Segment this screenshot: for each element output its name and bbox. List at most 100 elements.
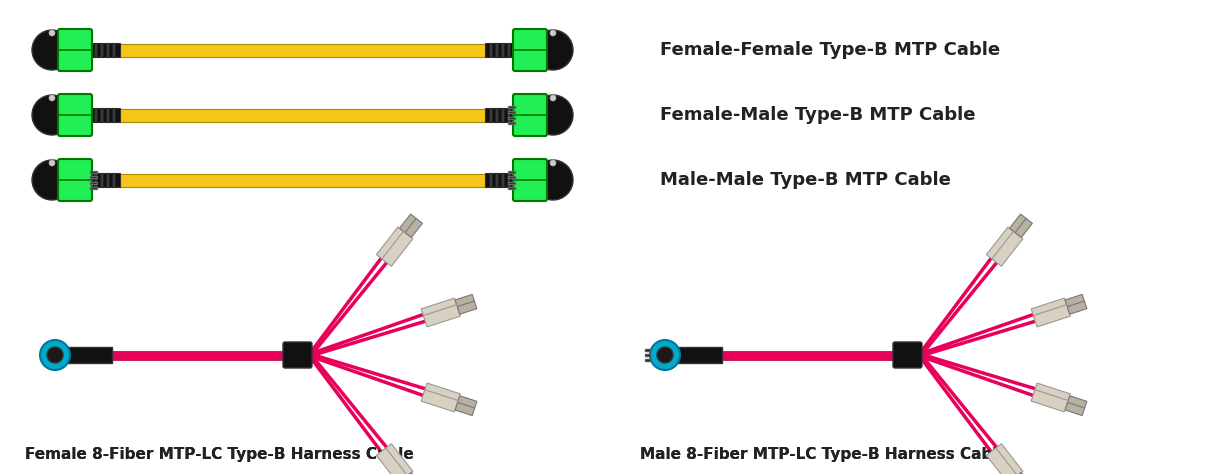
Circle shape xyxy=(550,160,557,166)
Bar xyxy=(508,111,515,113)
Bar xyxy=(120,109,485,121)
Bar xyxy=(89,173,120,187)
Polygon shape xyxy=(992,444,1022,474)
Bar xyxy=(645,354,650,356)
Polygon shape xyxy=(1009,214,1027,233)
Bar xyxy=(94,173,97,187)
Polygon shape xyxy=(383,444,413,474)
Bar xyxy=(508,108,510,122)
Circle shape xyxy=(32,160,72,200)
Polygon shape xyxy=(423,383,460,405)
Polygon shape xyxy=(457,396,477,409)
Bar xyxy=(101,43,103,57)
Bar xyxy=(89,108,120,122)
Polygon shape xyxy=(405,219,423,237)
Circle shape xyxy=(49,95,55,101)
Bar xyxy=(485,43,515,57)
Bar xyxy=(105,173,109,187)
Bar xyxy=(508,173,510,187)
Bar xyxy=(508,117,515,119)
Bar xyxy=(501,173,504,187)
Polygon shape xyxy=(1015,219,1032,237)
Bar xyxy=(645,349,650,351)
Bar xyxy=(105,43,109,57)
Circle shape xyxy=(32,95,72,135)
Bar xyxy=(112,108,115,122)
Circle shape xyxy=(49,160,55,166)
Polygon shape xyxy=(376,448,407,474)
Polygon shape xyxy=(400,214,417,233)
Bar xyxy=(495,108,498,122)
Polygon shape xyxy=(1031,390,1068,412)
Bar xyxy=(508,122,515,124)
Polygon shape xyxy=(455,402,474,416)
Circle shape xyxy=(40,340,70,370)
Bar xyxy=(89,171,97,173)
Bar xyxy=(67,347,112,363)
FancyBboxPatch shape xyxy=(512,159,547,201)
Polygon shape xyxy=(422,390,459,412)
Bar xyxy=(112,350,284,359)
Bar xyxy=(120,44,485,56)
Bar xyxy=(508,43,510,57)
Bar xyxy=(495,43,498,57)
Circle shape xyxy=(49,30,55,36)
Polygon shape xyxy=(405,473,423,474)
Polygon shape xyxy=(1034,305,1070,327)
Bar xyxy=(89,187,97,189)
Circle shape xyxy=(657,347,673,363)
Text: Male 8-Fiber MTP-LC Type-B Harness Cable: Male 8-Fiber MTP-LC Type-B Harness Cable xyxy=(640,447,1008,463)
Bar xyxy=(501,43,504,57)
Circle shape xyxy=(32,30,72,70)
Text: Female 8-Fiber MTP-LC Type-B Harness Cable: Female 8-Fiber MTP-LC Type-B Harness Cab… xyxy=(25,447,413,463)
Circle shape xyxy=(533,160,573,200)
FancyBboxPatch shape xyxy=(58,159,92,201)
Text: Female-Male Type-B MTP Cable: Female-Male Type-B MTP Cable xyxy=(660,106,976,124)
Polygon shape xyxy=(1068,396,1087,409)
Bar xyxy=(101,108,103,122)
Circle shape xyxy=(550,30,557,36)
Circle shape xyxy=(533,30,573,70)
Bar xyxy=(495,173,498,187)
Bar xyxy=(508,182,515,184)
Polygon shape xyxy=(992,231,1022,266)
Bar xyxy=(722,350,895,359)
Text: Female-Female Type-B MTP Cable: Female-Female Type-B MTP Cable xyxy=(660,41,1000,59)
FancyBboxPatch shape xyxy=(512,29,547,71)
Polygon shape xyxy=(987,448,1018,474)
Circle shape xyxy=(550,95,557,101)
Bar xyxy=(501,108,504,122)
Bar xyxy=(489,108,492,122)
Polygon shape xyxy=(1034,383,1070,405)
Bar xyxy=(485,173,515,187)
Polygon shape xyxy=(383,231,413,266)
Polygon shape xyxy=(987,227,1018,262)
FancyBboxPatch shape xyxy=(893,342,922,368)
FancyBboxPatch shape xyxy=(58,29,92,71)
Polygon shape xyxy=(422,298,459,320)
Polygon shape xyxy=(1065,294,1085,308)
Bar xyxy=(89,43,120,57)
Text: Male-Male Type-B MTP Cable: Male-Male Type-B MTP Cable xyxy=(660,171,951,189)
Bar xyxy=(94,108,97,122)
FancyBboxPatch shape xyxy=(283,342,311,368)
Bar xyxy=(89,182,97,184)
Text: Female 8-Fiber MTP-LC Type-B Harness Cable: Female 8-Fiber MTP-LC Type-B Harness Cab… xyxy=(25,447,413,463)
Polygon shape xyxy=(457,301,477,314)
Bar xyxy=(94,43,97,57)
Bar xyxy=(508,176,515,178)
Bar xyxy=(489,173,492,187)
Polygon shape xyxy=(455,294,474,308)
Circle shape xyxy=(650,340,680,370)
Circle shape xyxy=(533,95,573,135)
FancyBboxPatch shape xyxy=(58,94,92,136)
Circle shape xyxy=(47,347,63,363)
Bar xyxy=(101,173,103,187)
Bar xyxy=(112,173,115,187)
Bar xyxy=(105,108,109,122)
FancyBboxPatch shape xyxy=(512,94,547,136)
Polygon shape xyxy=(376,227,407,262)
Bar xyxy=(508,106,515,108)
Bar xyxy=(485,108,515,122)
Bar xyxy=(677,347,722,363)
